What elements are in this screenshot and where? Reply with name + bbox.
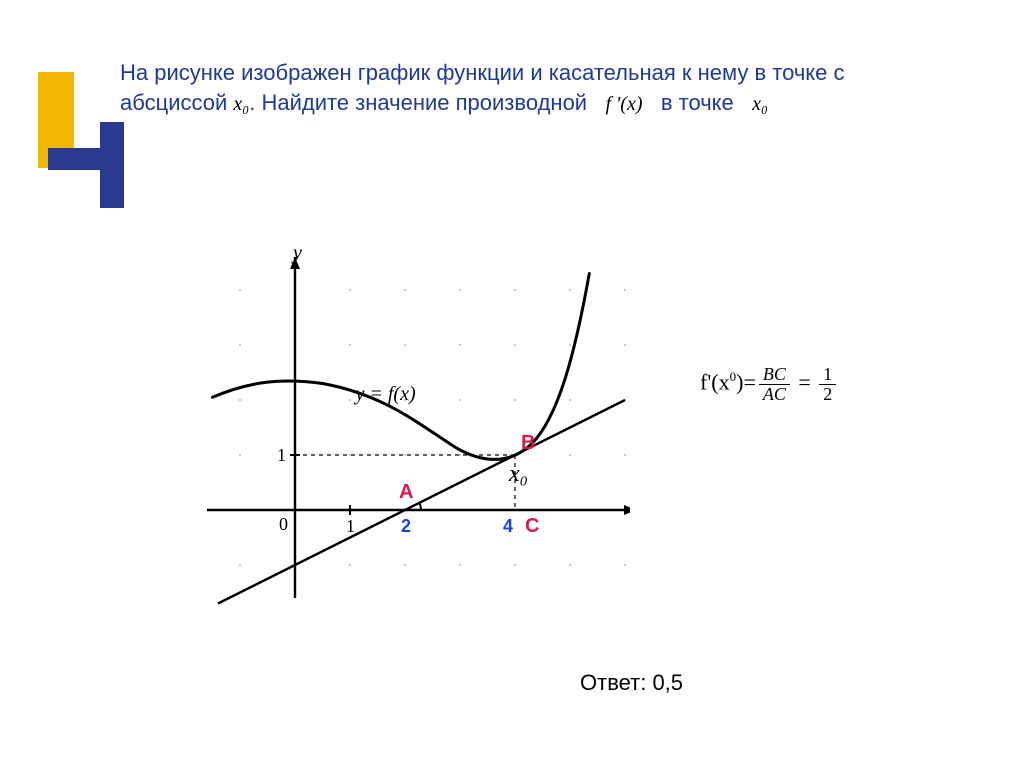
- title-line2c: в точке: [655, 90, 740, 115]
- title-x0-1: x₀: [233, 93, 249, 115]
- formula-frac1: BCAC: [759, 365, 790, 404]
- svg-text:A: A: [399, 481, 413, 503]
- formula-frac2-den: 2: [819, 385, 836, 404]
- problem-title: На рисунке изображен график функции и ка…: [120, 58, 940, 118]
- graph-svg: 011yxy = f(x)ABCx₀24: [200, 220, 630, 610]
- svg-text:y = f(x): y = f(x): [354, 383, 416, 405]
- formula-frac1-den: AC: [759, 385, 790, 404]
- title-fprime: f '(x): [605, 93, 642, 115]
- derivative-formula: f'(x0)=BCAC = 12: [700, 365, 839, 404]
- formula-frac2-num: 1: [819, 365, 836, 385]
- decor-rect-blue-v: [100, 122, 124, 208]
- title-line2b: . Найдите значение производной: [249, 90, 593, 115]
- svg-text:C: C: [525, 515, 539, 537]
- answer-line: Ответ: 0,5: [580, 670, 683, 696]
- svg-text:x₀: x₀: [508, 461, 528, 487]
- graph-figure: 011yxy = f(x)ABCx₀24: [200, 220, 630, 610]
- formula-prefix: f'(x: [700, 369, 730, 394]
- svg-text:1: 1: [277, 445, 286, 465]
- svg-text:B: B: [521, 432, 535, 454]
- svg-text:0: 0: [279, 514, 288, 534]
- svg-text:1: 1: [346, 516, 355, 536]
- answer-label: Ответ:: [580, 670, 652, 695]
- formula-frac2: 12: [819, 365, 836, 404]
- formula-frac1-num: BC: [759, 365, 790, 385]
- svg-text:y: y: [291, 242, 302, 264]
- formula-mid: )=: [736, 369, 756, 394]
- title-line2a: абсциссой: [120, 90, 233, 115]
- title-line1: На рисунке изображен график функции и ка…: [120, 60, 845, 85]
- svg-text:2: 2: [401, 516, 411, 536]
- svg-text:4: 4: [503, 516, 513, 536]
- title-x0-2: x₀: [752, 93, 768, 115]
- answer-value: 0,5: [652, 670, 683, 695]
- formula-eq: =: [793, 369, 816, 394]
